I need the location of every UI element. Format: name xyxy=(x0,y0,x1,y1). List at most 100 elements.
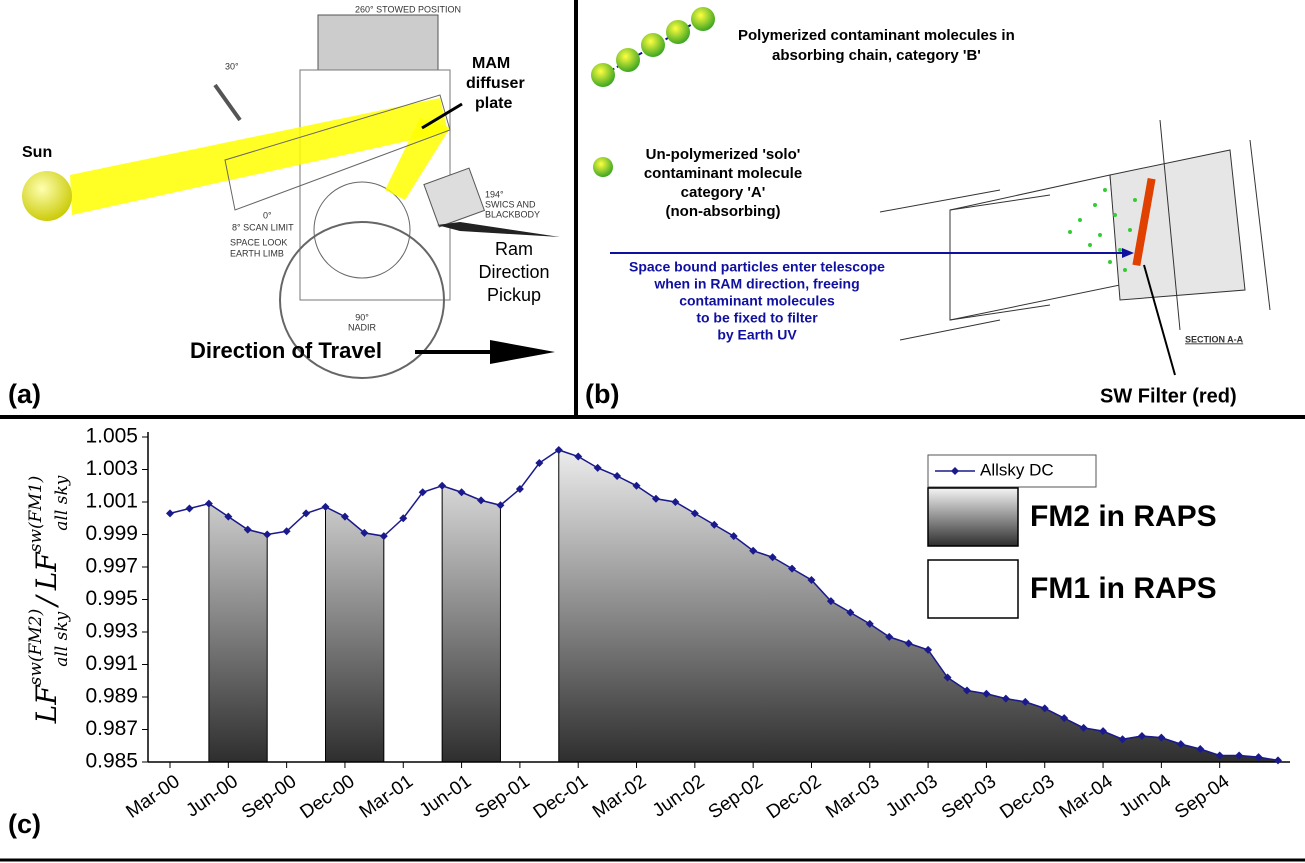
point xyxy=(1079,723,1088,732)
label: when in RAM direction, freeing xyxy=(653,276,859,292)
label: SW Filter (red) xyxy=(1100,385,1237,407)
point xyxy=(651,494,660,503)
legend-label: FM2 in RAPS xyxy=(1030,500,1217,533)
x-tick-label: Dec-02 xyxy=(763,771,825,823)
point xyxy=(710,520,719,529)
fm2-area xyxy=(208,502,268,763)
point xyxy=(904,639,913,648)
molecule xyxy=(593,157,613,177)
molecule xyxy=(691,7,715,31)
particles xyxy=(1068,188,1137,272)
label: Space bound particles enter telescope xyxy=(629,259,885,275)
point xyxy=(865,619,874,628)
point xyxy=(166,509,174,518)
ram-arrow xyxy=(437,222,560,237)
x-tick-label: Jun-02 xyxy=(649,771,709,822)
pointer xyxy=(1143,264,1176,376)
arrow xyxy=(490,340,555,364)
point xyxy=(768,553,777,562)
point xyxy=(515,485,524,493)
point xyxy=(632,481,641,490)
label: plate xyxy=(475,95,512,112)
legend-swatch xyxy=(927,559,1019,619)
label: Direction xyxy=(478,262,549,282)
pointer xyxy=(421,102,463,130)
point xyxy=(1157,733,1166,742)
label: 194° xyxy=(485,189,504,199)
point xyxy=(1137,732,1146,740)
y-label-part: sw(FM2) xyxy=(26,609,46,686)
point xyxy=(885,632,894,641)
x-tick-label: Sep-00 xyxy=(238,771,300,823)
label: (non-absorbing) xyxy=(666,203,781,220)
point xyxy=(749,546,758,555)
x-tick-label: Sep-04 xyxy=(1171,771,1234,824)
x-tick-label: Jun-04 xyxy=(1115,771,1175,822)
x-tick-label: Jun-03 xyxy=(882,771,942,822)
legend-label: Allsky DC xyxy=(980,460,1054,479)
point xyxy=(263,530,272,539)
x-tick-label: Mar-04 xyxy=(1055,771,1117,823)
point xyxy=(1215,751,1224,760)
point xyxy=(399,514,408,523)
panel-label: (a) xyxy=(8,379,41,409)
y-tick-label: 0.991 xyxy=(85,652,138,675)
instrument xyxy=(224,94,451,211)
molecule xyxy=(666,20,690,44)
fm2-area xyxy=(325,506,385,763)
point xyxy=(554,446,563,454)
series-line xyxy=(169,449,1279,762)
label: SWICS AND xyxy=(485,199,536,209)
point xyxy=(1021,697,1030,706)
y-axis-label: LFsw(FM2) all sky/LFsw(FM1) all sky xyxy=(26,475,72,724)
instrument xyxy=(279,221,445,379)
label: EARTH LIMB xyxy=(230,248,284,258)
fm2-area xyxy=(441,485,501,763)
label: NADIR xyxy=(348,322,377,332)
x-tick-label: Dec-01 xyxy=(530,771,592,823)
point xyxy=(574,452,583,461)
label: Polymerized contaminant molecules in xyxy=(738,27,1015,44)
label: absorbing chain, category 'B' xyxy=(772,47,981,64)
label: by Earth UV xyxy=(717,327,797,343)
label: Direction of Travel xyxy=(190,338,382,363)
label: Un-polymerized 'solo' xyxy=(646,146,801,163)
x-tick-label: Sep-03 xyxy=(938,771,1000,823)
label: 90° xyxy=(355,312,369,322)
label: 8° SCAN LIMIT xyxy=(232,222,294,232)
sun-beam xyxy=(70,98,448,215)
sun xyxy=(22,171,72,221)
x-tick-label: Mar-01 xyxy=(356,771,417,823)
label: Sun xyxy=(22,144,52,161)
point xyxy=(1099,727,1108,736)
point xyxy=(982,689,991,698)
y-tick-label: 0.993 xyxy=(85,620,138,643)
point xyxy=(302,509,311,518)
point xyxy=(690,509,699,518)
point xyxy=(535,459,544,467)
point xyxy=(418,488,427,497)
point xyxy=(962,686,971,695)
y-tick-label: 0.989 xyxy=(85,685,138,708)
point xyxy=(1196,745,1205,753)
point xyxy=(1118,735,1127,744)
point xyxy=(1040,704,1049,713)
panel-a: Sun MAM diffuser plate 260° STOWED POSIT… xyxy=(8,4,560,409)
x-tick-label: Mar-00 xyxy=(122,771,183,823)
y-tick-label: 0.987 xyxy=(85,717,138,740)
instrument xyxy=(213,83,242,122)
label: contaminant molecules xyxy=(679,293,835,309)
point xyxy=(1254,753,1263,762)
legend-marker xyxy=(951,467,959,475)
point xyxy=(282,527,291,536)
telescope xyxy=(879,119,1271,341)
point xyxy=(1001,694,1010,703)
point xyxy=(438,481,447,490)
x-tick-label: Mar-03 xyxy=(822,771,883,823)
x-tick-label: Sep-01 xyxy=(471,771,533,823)
y-label-part: / xyxy=(30,594,63,609)
panel-b: Polymerized contaminant molecules in abs… xyxy=(585,7,1271,409)
y-tick-label: 1.001 xyxy=(85,490,138,513)
y-label-part: LF xyxy=(30,684,63,725)
